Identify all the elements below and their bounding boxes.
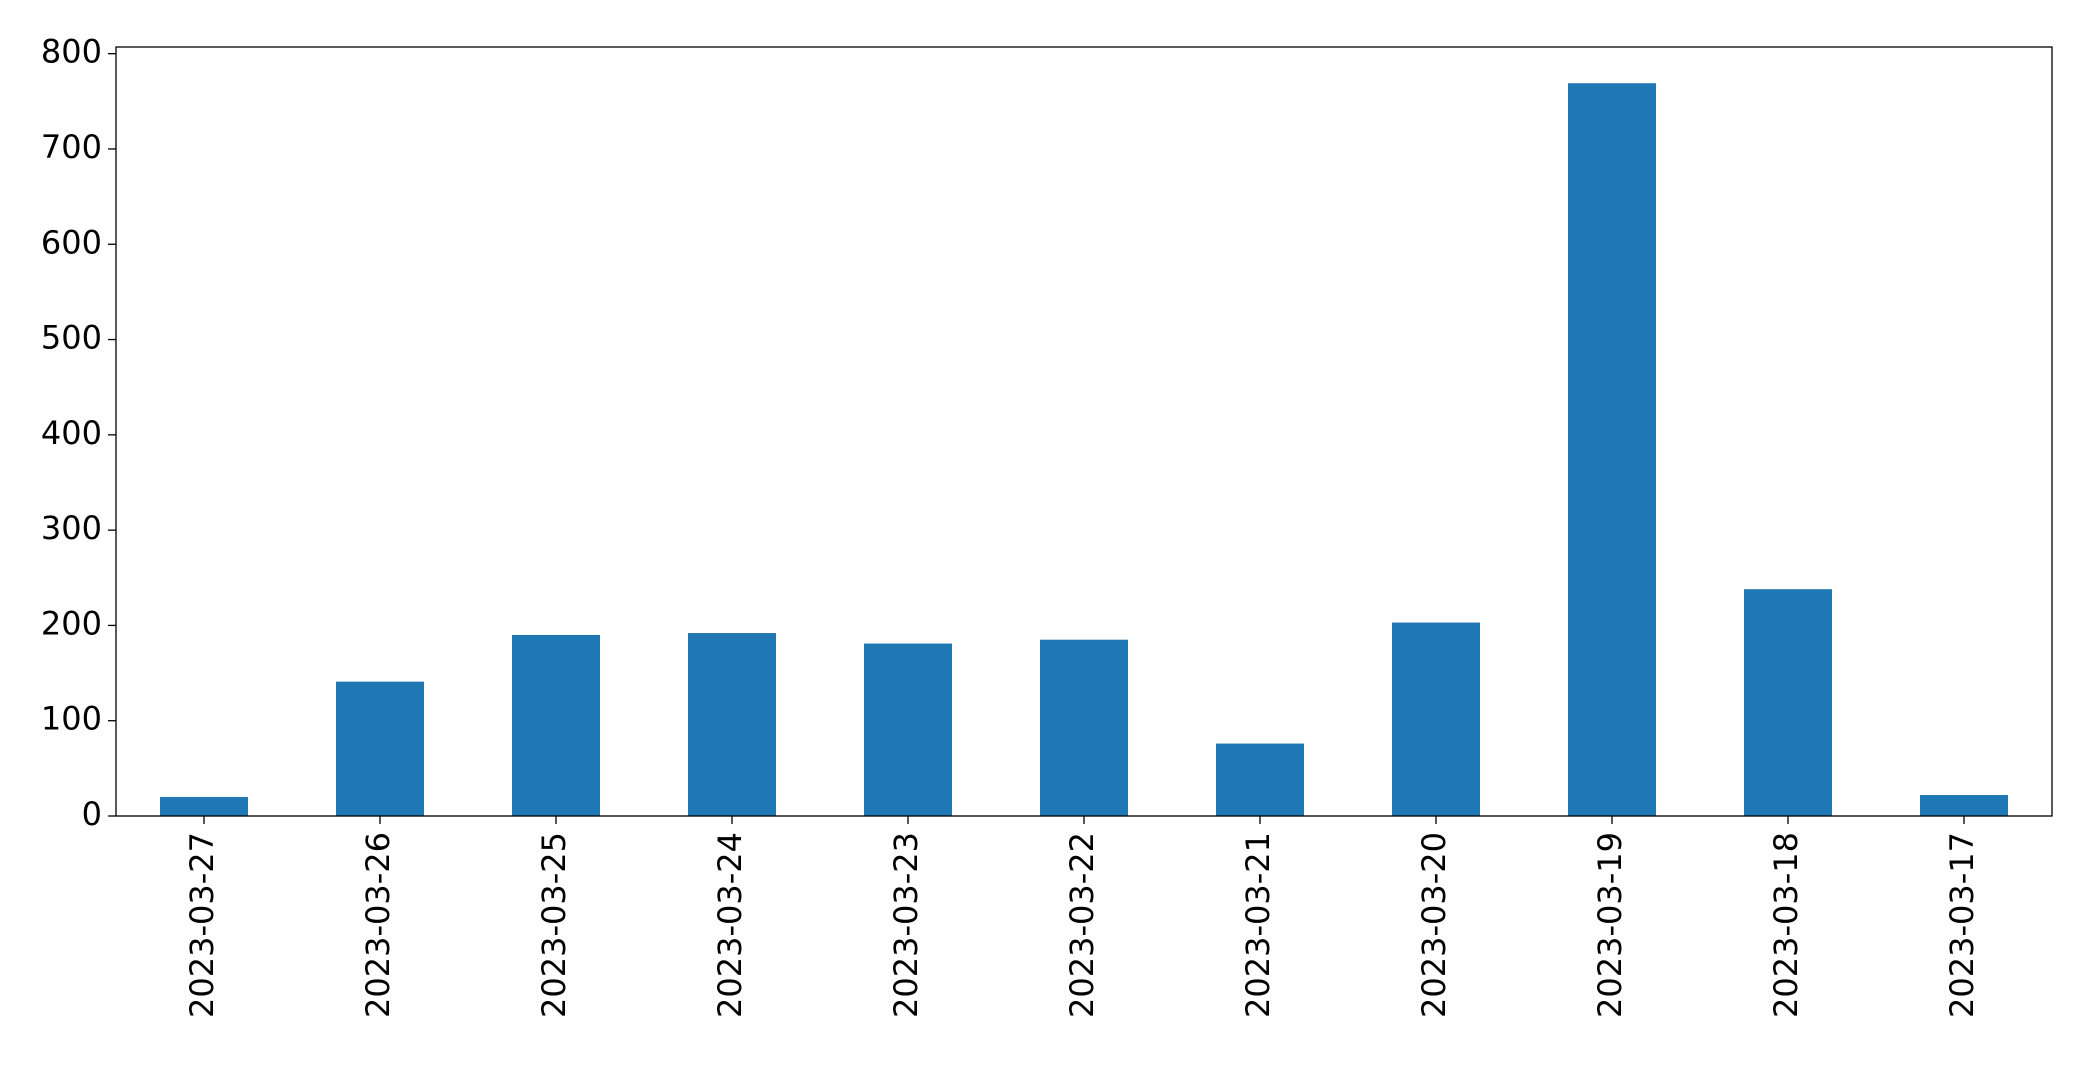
x-tick-label: 2023-03-22	[1063, 832, 1101, 1018]
y-tick-label: 300	[41, 509, 102, 547]
y-tick-label: 0	[82, 795, 102, 833]
x-tick-label: 2023-03-27	[183, 832, 221, 1018]
y-tick-label: 800	[41, 33, 102, 71]
bar	[864, 643, 952, 816]
x-tick-label: 2023-03-24	[711, 832, 749, 1018]
y-tick-label: 200	[41, 604, 102, 642]
bar	[688, 633, 776, 816]
bar	[336, 681, 424, 816]
x-tick-label: 2023-03-25	[535, 832, 573, 1018]
bar	[1744, 589, 1832, 816]
x-tick-label: 2023-03-23	[887, 832, 925, 1018]
bar	[1216, 743, 1304, 816]
bar	[1568, 83, 1656, 817]
x-tick-label: 2023-03-18	[1767, 832, 1805, 1018]
bar	[1040, 639, 1128, 816]
y-tick-label: 100	[41, 700, 102, 738]
bar	[512, 634, 600, 816]
y-tick-label: 600	[41, 223, 102, 261]
y-tick-label: 400	[41, 414, 102, 452]
x-tick-label: 2023-03-21	[1239, 832, 1277, 1018]
bar	[1920, 795, 2008, 816]
x-tick-label: 2023-03-20	[1415, 832, 1453, 1018]
bar	[1392, 622, 1480, 816]
plot-frame	[115, 46, 2053, 817]
y-tick-label: 700	[41, 128, 102, 166]
x-tick-label: 2023-03-17	[1943, 832, 1981, 1018]
bar	[160, 796, 248, 816]
x-tick-label: 2023-03-19	[1591, 832, 1629, 1018]
x-tick-label: 2023-03-26	[359, 832, 397, 1018]
y-tick-label: 500	[41, 319, 102, 357]
